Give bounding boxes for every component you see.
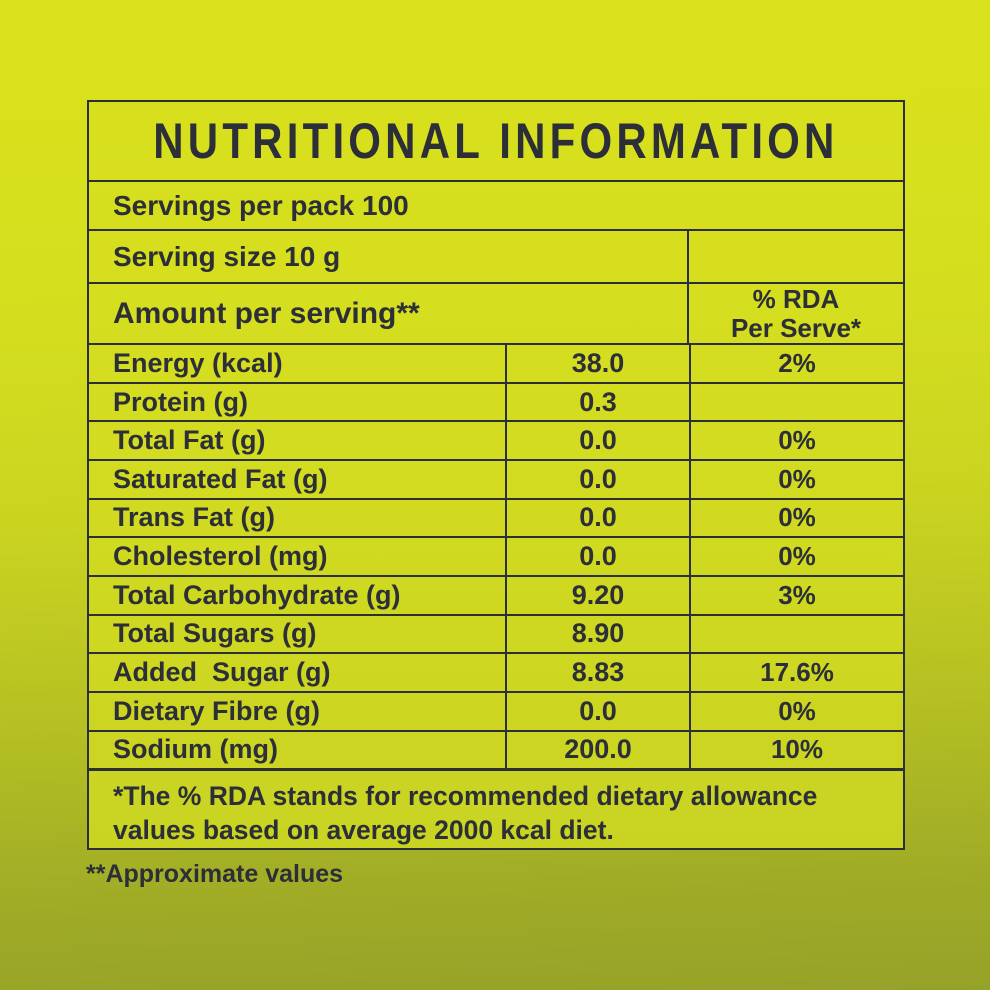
nutrient-label: Total Fat (g) [113, 425, 266, 456]
nutrient-row: Energy (kcal) 38.0 2% [89, 343, 903, 382]
nutrient-label: Cholesterol (mg) [113, 541, 328, 572]
nutrient-rda-percent: 17.6% [689, 654, 903, 691]
table-title: NUTRITIONAL INFORMATION [153, 113, 839, 170]
nutrient-rda-percent: 0% [689, 692, 903, 730]
nutrient-rda-percent: 3% [689, 576, 903, 614]
rda-header-line2: Per Serve* [730, 312, 862, 343]
serving-size-row: Serving size 10 g [89, 229, 903, 283]
nutrient-rda-percent [689, 615, 903, 653]
nutrient-amount: 8.90 [505, 615, 689, 653]
nutrient-row: Total Fat (g) 0.0 0% [89, 420, 903, 460]
nutrient-row: Total Carbohydrate (g) 9.20 3% [89, 574, 903, 614]
nutrient-amount: 8.83 [505, 654, 689, 691]
nutrient-amount: 0.0 [505, 499, 689, 537]
nutrient-amount: 9.20 [505, 576, 689, 614]
nutrient-label: Trans Fat (g) [113, 502, 276, 533]
nutrient-label: Dietary Fibre (g) [113, 695, 321, 726]
nutrient-amount: 0.0 [505, 692, 689, 730]
nutrient-row: Protein (g) 0.3 [89, 381, 903, 421]
amount-per-serving-header: Amount per serving** [113, 296, 420, 330]
servings-per-pack-text: Servings per pack 100 [113, 189, 409, 221]
nutrient-rda-percent: 0% [689, 461, 903, 498]
column-header-row: Amount per serving** % RDA Per Serve* [89, 282, 903, 344]
nutrient-row: Added Sugar (g) 8.83 17.6% [89, 652, 903, 691]
nutrient-rda-percent [689, 383, 903, 421]
rda-column-header: % RDA Per Serve* [687, 283, 903, 344]
rda-header-line1: % RDA [752, 283, 840, 314]
nutrient-amount: 0.3 [505, 383, 689, 421]
rda-footnote: *The % RDA stands for recommended dietar… [89, 768, 903, 848]
approximate-values-note: **Approximate values [86, 860, 344, 888]
nutrient-rows: Energy (kcal) 38.0 2% Protein (g) 0.3 Total F… [89, 343, 903, 769]
nutrient-label: Added Sugar (g) [113, 657, 331, 688]
serving-size-text: Serving size 10 g [113, 240, 341, 272]
nutrient-amount: 38.0 [505, 345, 689, 382]
nutrient-row: Cholesterol (mg) 0.0 0% [89, 536, 903, 575]
nutrient-rda-percent: 0% [689, 538, 903, 575]
nutrient-label: Saturated Fat (g) [113, 463, 328, 494]
servings-per-pack-row: Servings per pack 100 [89, 180, 903, 229]
nutrient-rda-percent: 0% [689, 422, 903, 460]
nutrient-amount: 0.0 [505, 538, 689, 575]
table-title-row: NUTRITIONAL INFORMATION [89, 102, 903, 180]
nutrient-label: Energy (kcal) [113, 347, 283, 378]
nutrient-row: Saturated Fat (g) 0.0 0% [89, 459, 903, 498]
serving-size-empty-cell [687, 231, 903, 283]
nutrient-row: Total Sugars (g) 8.90 [89, 613, 903, 653]
nutrient-row: Sodium (mg) 200.0 10% [89, 729, 903, 769]
nutrient-rda-percent: 0% [689, 499, 903, 537]
nutrient-row: Trans Fat (g) 0.0 0% [89, 497, 903, 537]
nutrient-amount: 200.0 [505, 731, 689, 769]
nutrient-amount: 0.0 [505, 422, 689, 460]
nutrient-label: Total Carbohydrate (g) [113, 579, 401, 610]
nutrient-label: Sodium (mg) [113, 734, 278, 765]
rda-footnote-text: *The % RDA stands for recommended dietar… [113, 781, 818, 846]
nutrient-rda-percent: 10% [689, 731, 903, 769]
nutrient-label: Total Sugars (g) [113, 618, 317, 649]
nutrient-amount: 0.0 [505, 461, 689, 498]
nutrient-rda-percent: 2% [689, 345, 903, 382]
nutrition-facts-table: NUTRITIONAL INFORMATION Servings per pac… [87, 100, 905, 850]
nutrient-row: Dietary Fibre (g) 0.0 0% [89, 690, 903, 730]
nutrient-label: Protein (g) [113, 386, 248, 417]
